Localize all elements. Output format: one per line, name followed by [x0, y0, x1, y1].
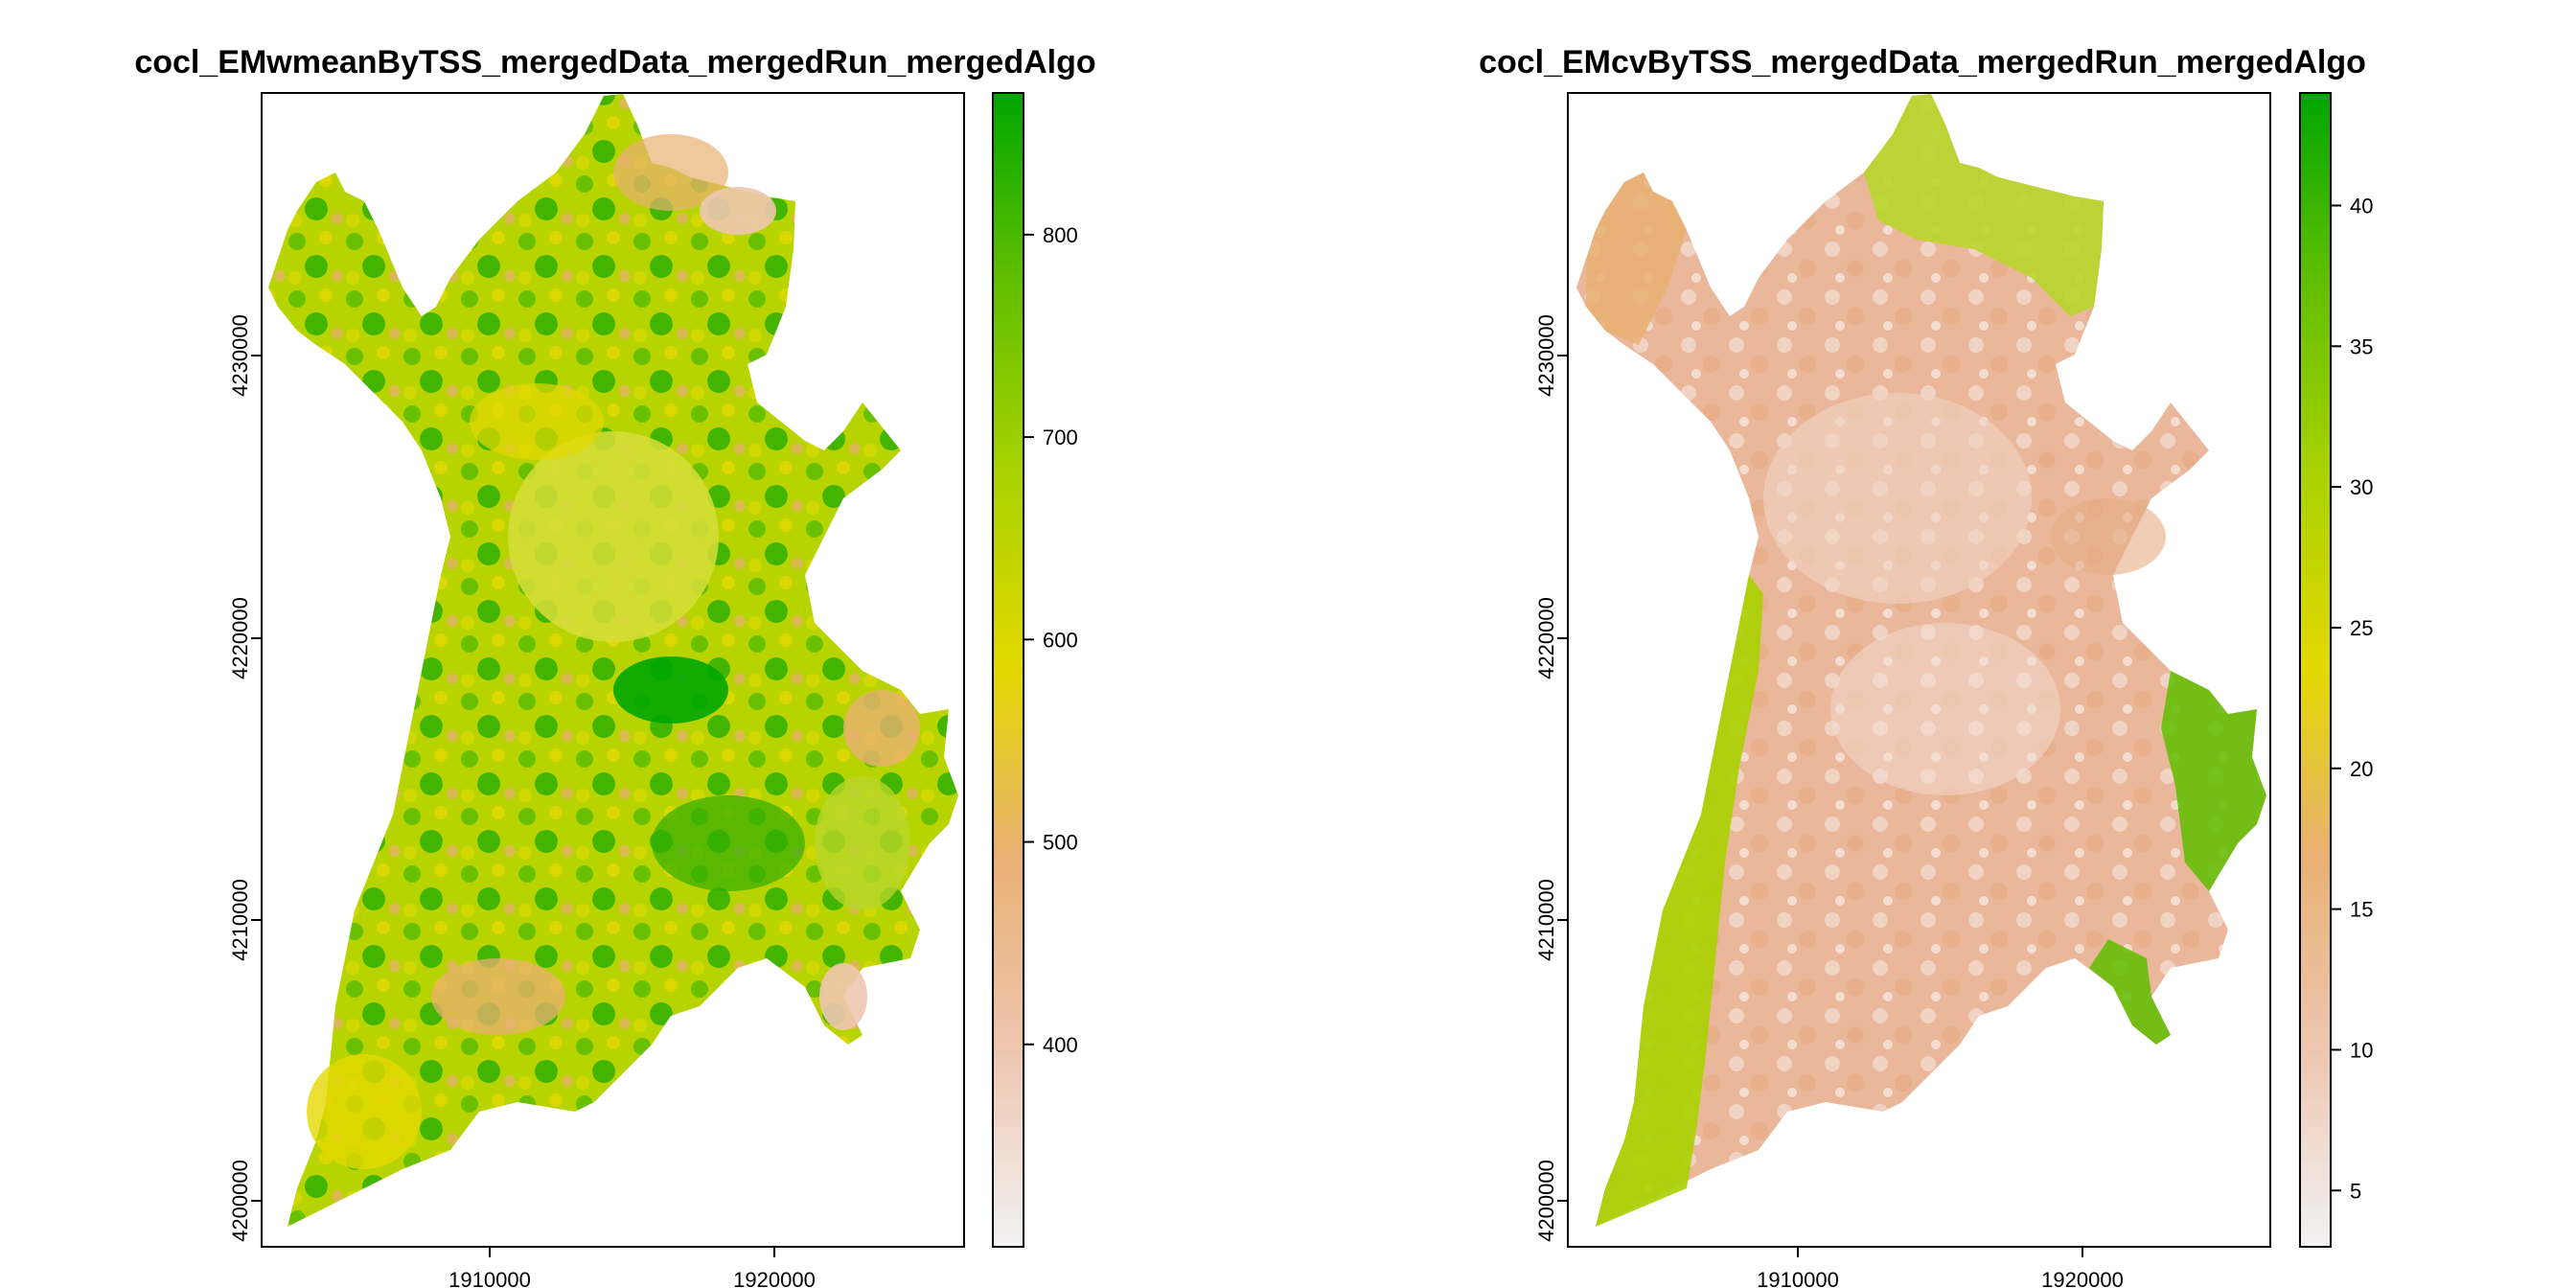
panel-left: cocl_EMwmeanByTSS_mergedData_mergedRun_m…: [134, 44, 1095, 1288]
map-title: cocl_EMcvByTSS_mergedData_mergedRun_merg…: [1479, 44, 2366, 80]
legend-ticks: 40 35 30 25 20 15 10 5: [2331, 194, 2373, 1203]
x-axis: 1910000 1920000: [1757, 1247, 2124, 1288]
x-tick-label: 1910000: [448, 1268, 531, 1288]
y-tick-label: 4210000: [1534, 879, 1558, 961]
y-tick-label: 4230000: [1534, 314, 1558, 397]
x-axis: 1910000 1920000: [448, 1247, 816, 1288]
map-title: cocl_EMwmeanByTSS_mergedData_mergedRun_m…: [134, 44, 1095, 80]
y-tick-label: 4210000: [228, 879, 252, 961]
legend-tick-label: 700: [1043, 426, 1078, 449]
legend-tick-label: 35: [2350, 334, 2373, 358]
legend-tick-label: 20: [2350, 757, 2373, 781]
legend-tick-label: 15: [2350, 898, 2373, 922]
y-axis: 4230000 4220000 4210000 4200000: [228, 314, 262, 1242]
y-axis: 4230000 4220000 4210000 4200000: [1534, 314, 1568, 1242]
y-tick-label: 4220000: [1534, 597, 1558, 679]
legend-tick-label: 500: [1043, 831, 1078, 855]
legend-tick-label: 5: [2350, 1179, 2361, 1203]
legend-tick-label: 800: [1043, 223, 1078, 247]
plot-frame: [1567, 92, 2271, 1248]
color-legend: 40 35 30 25 20 15 10 5: [2299, 92, 2373, 1248]
x-tick-label: 1910000: [1757, 1268, 1839, 1288]
y-tick-label: 4230000: [228, 314, 252, 397]
x-tick-label: 1920000: [733, 1268, 816, 1288]
x-tick-label: 1920000: [2041, 1268, 2124, 1288]
raster-map: [1576, 94, 2266, 1227]
raster-map: [268, 94, 958, 1227]
legend-tick-label: 25: [2350, 616, 2373, 640]
legend-ticks: 800 700 600 500 400: [1024, 223, 1078, 1057]
legend-colorbar: [2300, 93, 2331, 1247]
legend-tick-label: 400: [1043, 1033, 1078, 1057]
legend-colorbar: [993, 93, 1024, 1247]
legend-tick-label: 30: [2350, 475, 2373, 499]
y-tick-label: 4220000: [228, 597, 252, 679]
panel-right: cocl_EMcvByTSS_mergedData_mergedRun_merg…: [1479, 44, 2373, 1288]
legend-tick-label: 40: [2350, 194, 2373, 218]
y-tick-label: 4200000: [228, 1160, 252, 1242]
plot-frame: [261, 92, 965, 1248]
color-legend: 800 700 600 500 400: [992, 92, 1078, 1248]
y-tick-label: 4200000: [1534, 1160, 1558, 1242]
legend-tick-label: 10: [2350, 1038, 2373, 1062]
legend-tick-label: 600: [1043, 628, 1078, 652]
